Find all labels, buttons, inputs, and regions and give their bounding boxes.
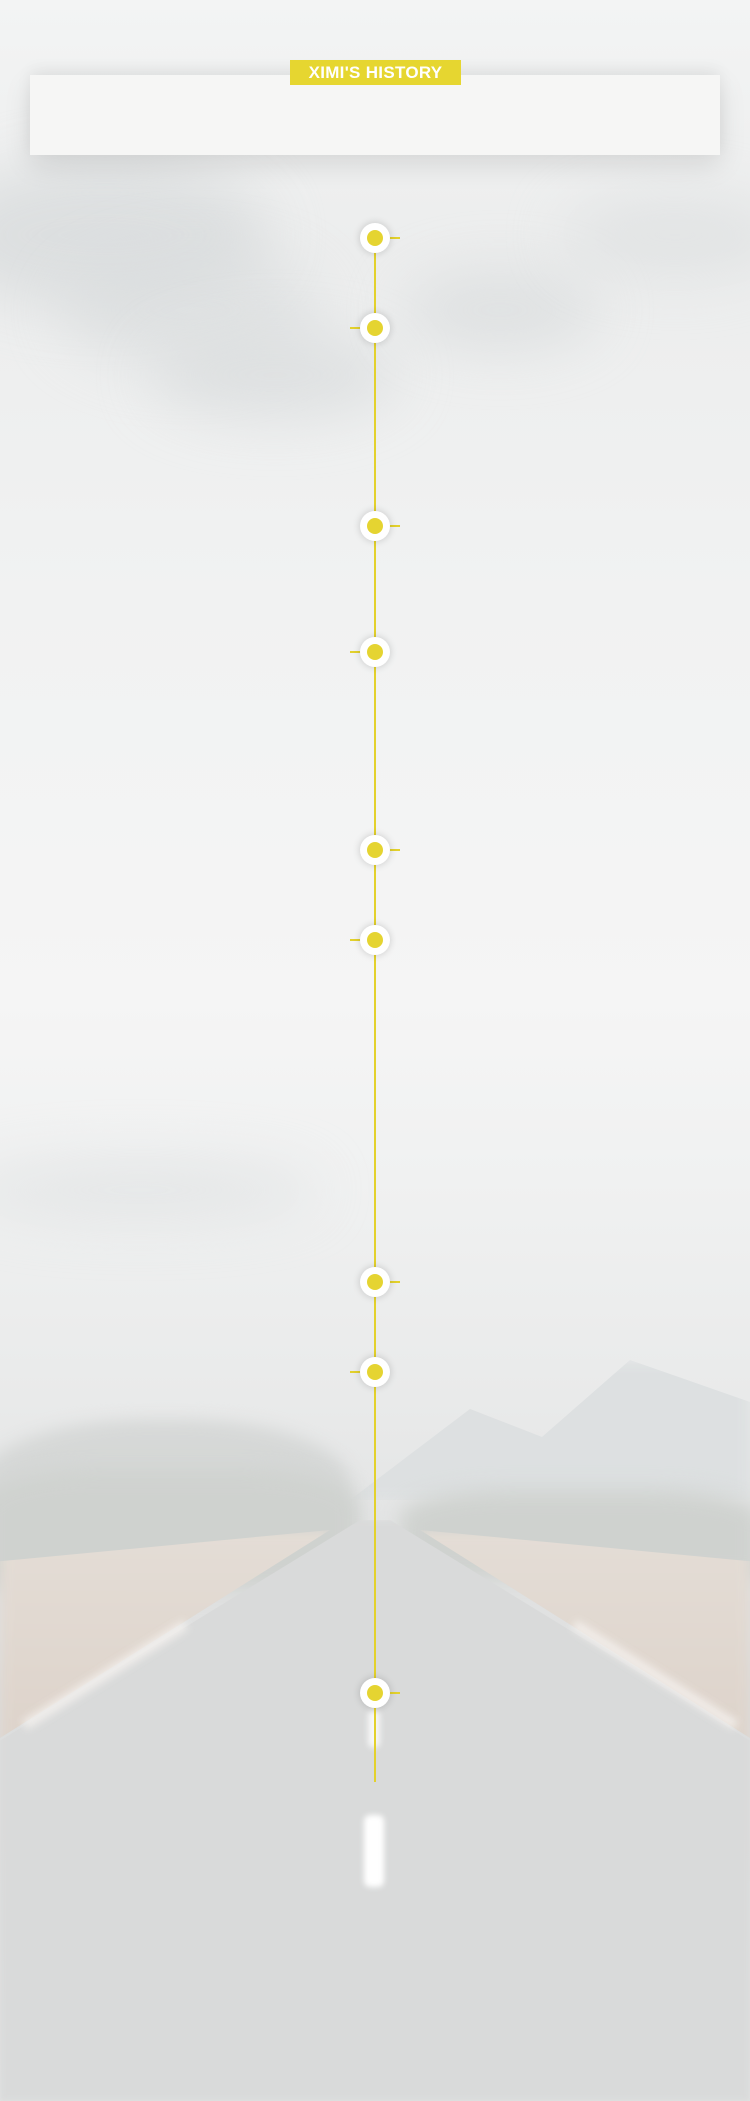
timeline-node[interactable] [360, 637, 390, 667]
cloud [560, 190, 750, 280]
timeline-node[interactable] [360, 925, 390, 955]
timeline-node[interactable] [360, 1267, 390, 1297]
timeline-dot-icon [367, 1364, 383, 1380]
timeline-dot-icon [367, 1685, 383, 1701]
timeline-dot-icon [367, 1274, 383, 1290]
timeline-dot-icon [367, 320, 383, 336]
cloud [150, 330, 400, 420]
timeline-dot-icon [367, 518, 383, 534]
page-title: XIMI'S HISTORY [290, 60, 461, 85]
timeline-connector-right [388, 525, 400, 527]
timeline-connector-left [350, 1371, 362, 1373]
timeline-connector-right [388, 849, 400, 851]
cloud [400, 270, 600, 350]
timeline-dot-icon [367, 842, 383, 858]
timeline-line [374, 238, 376, 1782]
timeline-connector-left [350, 651, 362, 653]
timeline-dot-icon [367, 644, 383, 660]
timeline-node[interactable] [360, 223, 390, 253]
cloud [0, 1160, 320, 1220]
timeline-connector-right [388, 1281, 400, 1283]
timeline-connector-right [388, 1692, 400, 1694]
timeline-dot-icon [367, 932, 383, 948]
timeline-node[interactable] [360, 1357, 390, 1387]
timeline-node[interactable] [360, 835, 390, 865]
timeline-node[interactable] [360, 511, 390, 541]
timeline-node[interactable] [360, 1678, 390, 1708]
header-card [30, 75, 720, 155]
timeline-node[interactable] [360, 313, 390, 343]
timeline-dot-icon [367, 230, 383, 246]
timeline-connector-left [350, 327, 362, 329]
timeline-connector-left [350, 939, 362, 941]
road-lane-marking [364, 1815, 384, 1887]
timeline-connector-right [388, 237, 400, 239]
